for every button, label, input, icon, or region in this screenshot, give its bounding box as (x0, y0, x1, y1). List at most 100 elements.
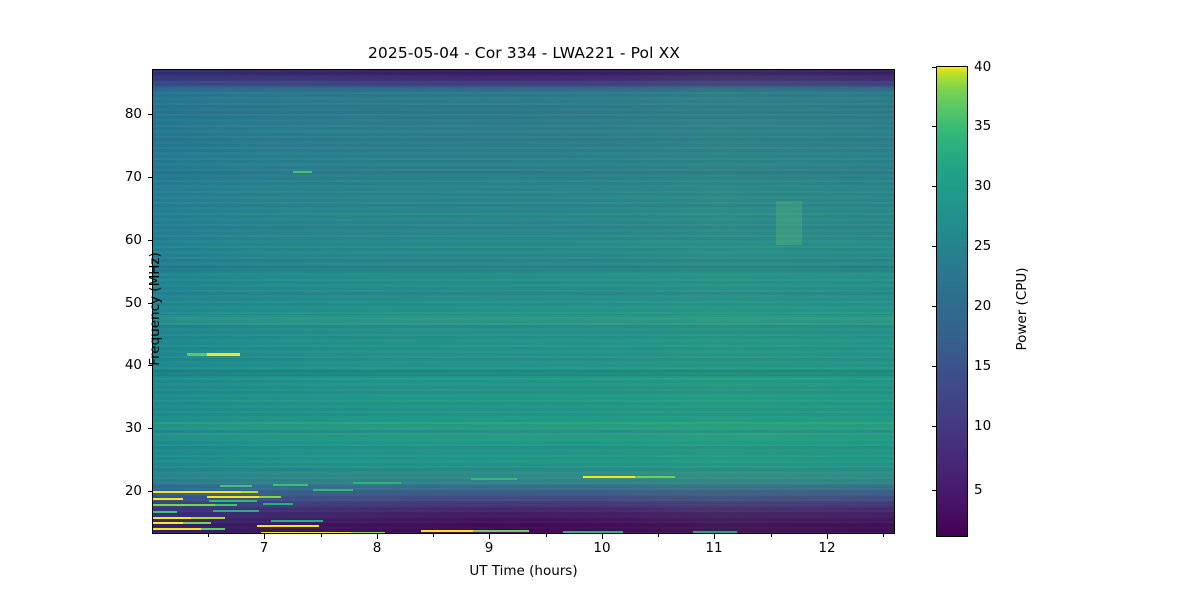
rfi-streak (153, 504, 215, 507)
colorbar[interactable] (936, 66, 968, 537)
rfi-streak (693, 531, 737, 533)
colorbar-tick-label: 30 (974, 178, 992, 194)
rfi-streak (353, 482, 401, 484)
xtick-label: 8 (372, 540, 382, 556)
rfi-streak (191, 517, 225, 520)
ytick-mark (147, 491, 152, 493)
page-title: 2025-05-04 - Cor 334 - LWA221 - Pol XX (367, 44, 681, 62)
xtick-mark (264, 534, 266, 539)
bright-band (153, 472, 894, 484)
bright-band (153, 315, 894, 325)
colorbar-tick-label: 10 (974, 418, 992, 434)
rfi-streak (153, 517, 191, 520)
colorbar-tick-mark (931, 306, 936, 308)
ytick-mark (147, 428, 152, 430)
colorbar-tick-label: 40 (974, 59, 992, 75)
xtick-minor-mark (321, 534, 323, 537)
channel-noise-layer (153, 70, 894, 533)
xtick-minor-mark (546, 534, 548, 537)
xtick-mark (827, 534, 829, 539)
ytick-label: 50 (124, 295, 142, 311)
colorbar-tick-label: 5 (974, 482, 983, 498)
rfi-streak (259, 496, 281, 498)
xtick-mark (714, 534, 716, 539)
colorbar-tick-label: 25 (974, 238, 992, 254)
rfi-streak (563, 531, 623, 533)
colorbar-tick-mark (931, 426, 936, 428)
rfi-streak (351, 532, 385, 533)
colorbar-tick-label: 15 (974, 358, 992, 374)
xtick-label: 11 (705, 540, 723, 556)
rfi-streak (213, 510, 259, 512)
rfi-streak (201, 528, 225, 531)
colorbar-tick-mark (931, 366, 936, 368)
colorbar-tick-mark (931, 490, 936, 492)
colorbar-tick-label: 35 (974, 118, 992, 134)
dark-band (153, 266, 894, 271)
xtick-label: 12 (818, 540, 836, 556)
rfi-streak (153, 522, 183, 524)
ytick-label: 20 (124, 483, 142, 499)
xtick-minor-mark (771, 534, 773, 537)
xtick-minor-mark (433, 534, 435, 537)
time-gradient-layer (153, 70, 894, 533)
rfi-streak (207, 353, 240, 356)
rfi-streak (473, 530, 529, 533)
rfi-streak (220, 485, 252, 487)
colorbar-tick-label: 20 (974, 298, 992, 314)
rfi-streak (215, 504, 237, 507)
ytick-mark (147, 177, 152, 179)
ytick-label: 70 (124, 169, 142, 185)
ytick-mark (147, 303, 152, 305)
rfi-streak (635, 476, 675, 478)
rfi-streak (273, 484, 308, 486)
xtick-label: 7 (259, 540, 269, 556)
rfi-streak (293, 171, 312, 174)
ytick-mark (147, 240, 152, 242)
colorbar-tick-mark (931, 246, 936, 248)
rfi-streak (153, 511, 177, 513)
xtick-mark (377, 534, 379, 539)
rfi-streak (263, 503, 293, 505)
xtick-minor-mark (208, 534, 210, 537)
rfi-streak (209, 500, 257, 502)
xtick-label: 9 (484, 540, 494, 556)
colorbar-label: Power (CPU) (1014, 267, 1030, 351)
rfi-streak (271, 520, 323, 522)
ytick-label: 40 (124, 357, 142, 373)
ytick-label: 30 (124, 420, 142, 436)
rfi-streak (153, 498, 183, 500)
x-axis-label: UT Time (hours) (469, 563, 578, 579)
colorbar-tick-mark (931, 126, 936, 128)
rfi-streak (313, 489, 353, 491)
heatmap-image (153, 70, 894, 533)
bright-band (153, 422, 894, 430)
xtick-mark (602, 534, 604, 539)
ytick-mark (147, 114, 152, 116)
xtick-minor-mark (883, 534, 885, 537)
rfi-streak (183, 522, 211, 524)
colorbar-tick-mark (931, 186, 936, 188)
bright-band (153, 433, 894, 438)
rfi-streak (421, 530, 473, 533)
rfi-streak (241, 491, 258, 494)
ytick-label: 80 (124, 106, 142, 122)
rfi-streak (153, 528, 201, 531)
bright-patch-62mhz (776, 201, 802, 245)
ytick-mark (147, 365, 152, 367)
rfi-streak (257, 525, 319, 527)
rfi-streak (207, 496, 259, 498)
rfi-streak (471, 478, 517, 480)
rfi-streak (583, 476, 635, 478)
spectrogram-axes[interactable] (152, 69, 895, 534)
rfi-streak (153, 491, 241, 494)
xtick-mark (489, 534, 491, 539)
y-axis-label: Frequency (MHz) (147, 252, 163, 366)
dark-band (153, 370, 894, 376)
rfi-streak (187, 353, 207, 356)
rfi-streak (261, 532, 351, 533)
xtick-label: 10 (593, 540, 611, 556)
frequency-band-layer (153, 70, 894, 533)
colorbar-tick-mark (931, 67, 936, 69)
